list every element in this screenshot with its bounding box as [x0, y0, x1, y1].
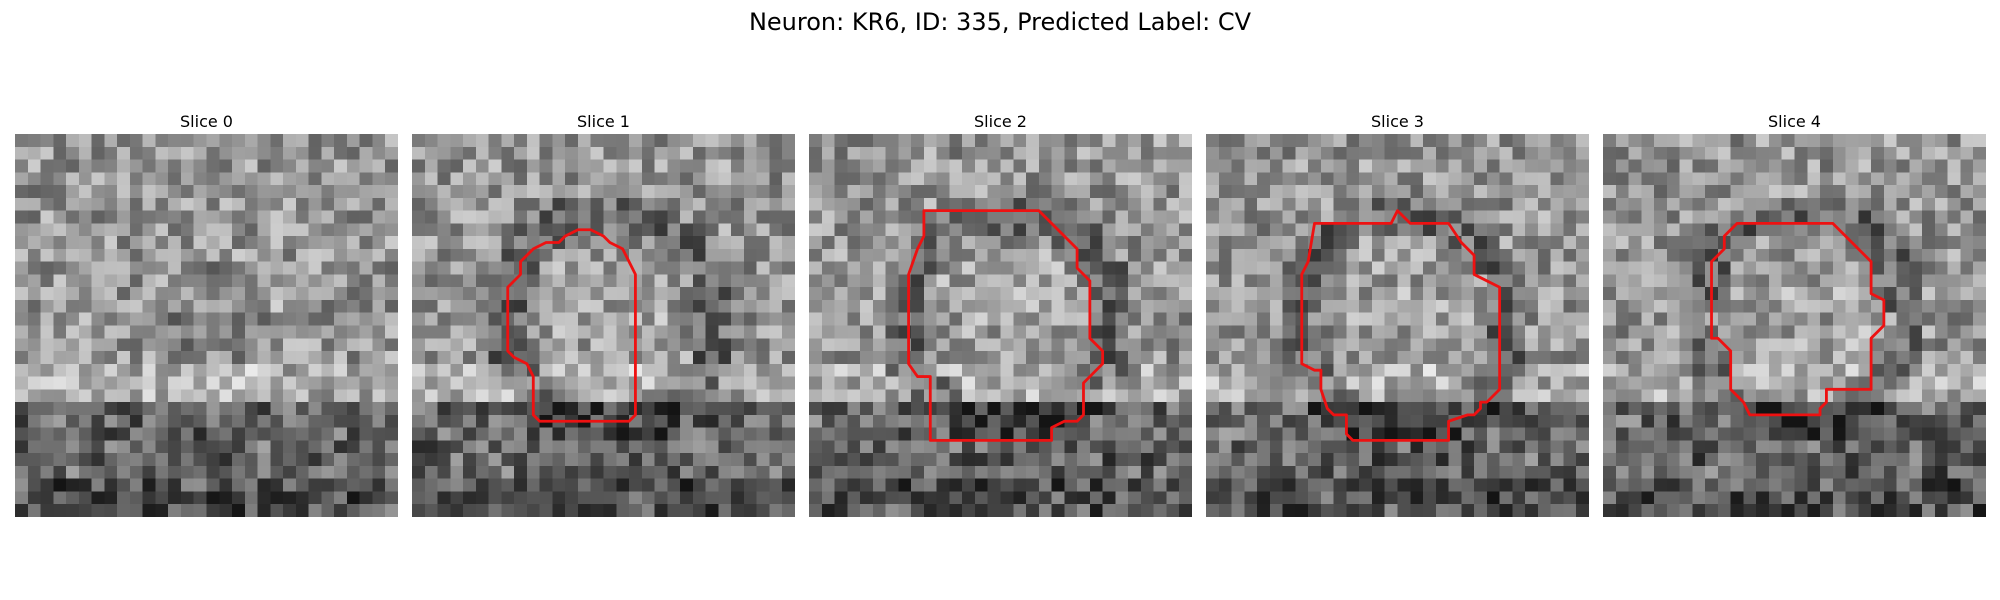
slice-title-3: Slice 3	[1371, 112, 1424, 131]
slice-image-4	[1603, 134, 1986, 517]
slice-title-1: Slice 1	[577, 112, 630, 131]
slice-panel-0: Slice 0	[15, 112, 398, 517]
slice-image-2	[809, 134, 1192, 517]
slice-image-1	[412, 134, 795, 517]
neuron-contour-1	[506, 228, 637, 423]
slice-title-4: Slice 4	[1768, 112, 1821, 131]
slice-panel-4: Slice 4	[1603, 112, 1986, 517]
neuron-contour-2	[907, 209, 1105, 442]
figure-title: Neuron: KR6, ID: 335, Predicted Label: C…	[748, 8, 1252, 36]
slice-panel-2: Slice 2	[809, 112, 1192, 517]
slice-image-0	[15, 134, 398, 517]
slice-title-2: Slice 2	[974, 112, 1027, 131]
slice-title-0: Slice 0	[180, 112, 233, 131]
slice-image-3	[1206, 134, 1589, 517]
slice-panel-3: Slice 3	[1206, 112, 1589, 517]
slice-panel-1: Slice 1	[412, 112, 795, 517]
neuron-contour-3	[1300, 209, 1502, 442]
neuron-contour-4	[1710, 221, 1886, 417]
